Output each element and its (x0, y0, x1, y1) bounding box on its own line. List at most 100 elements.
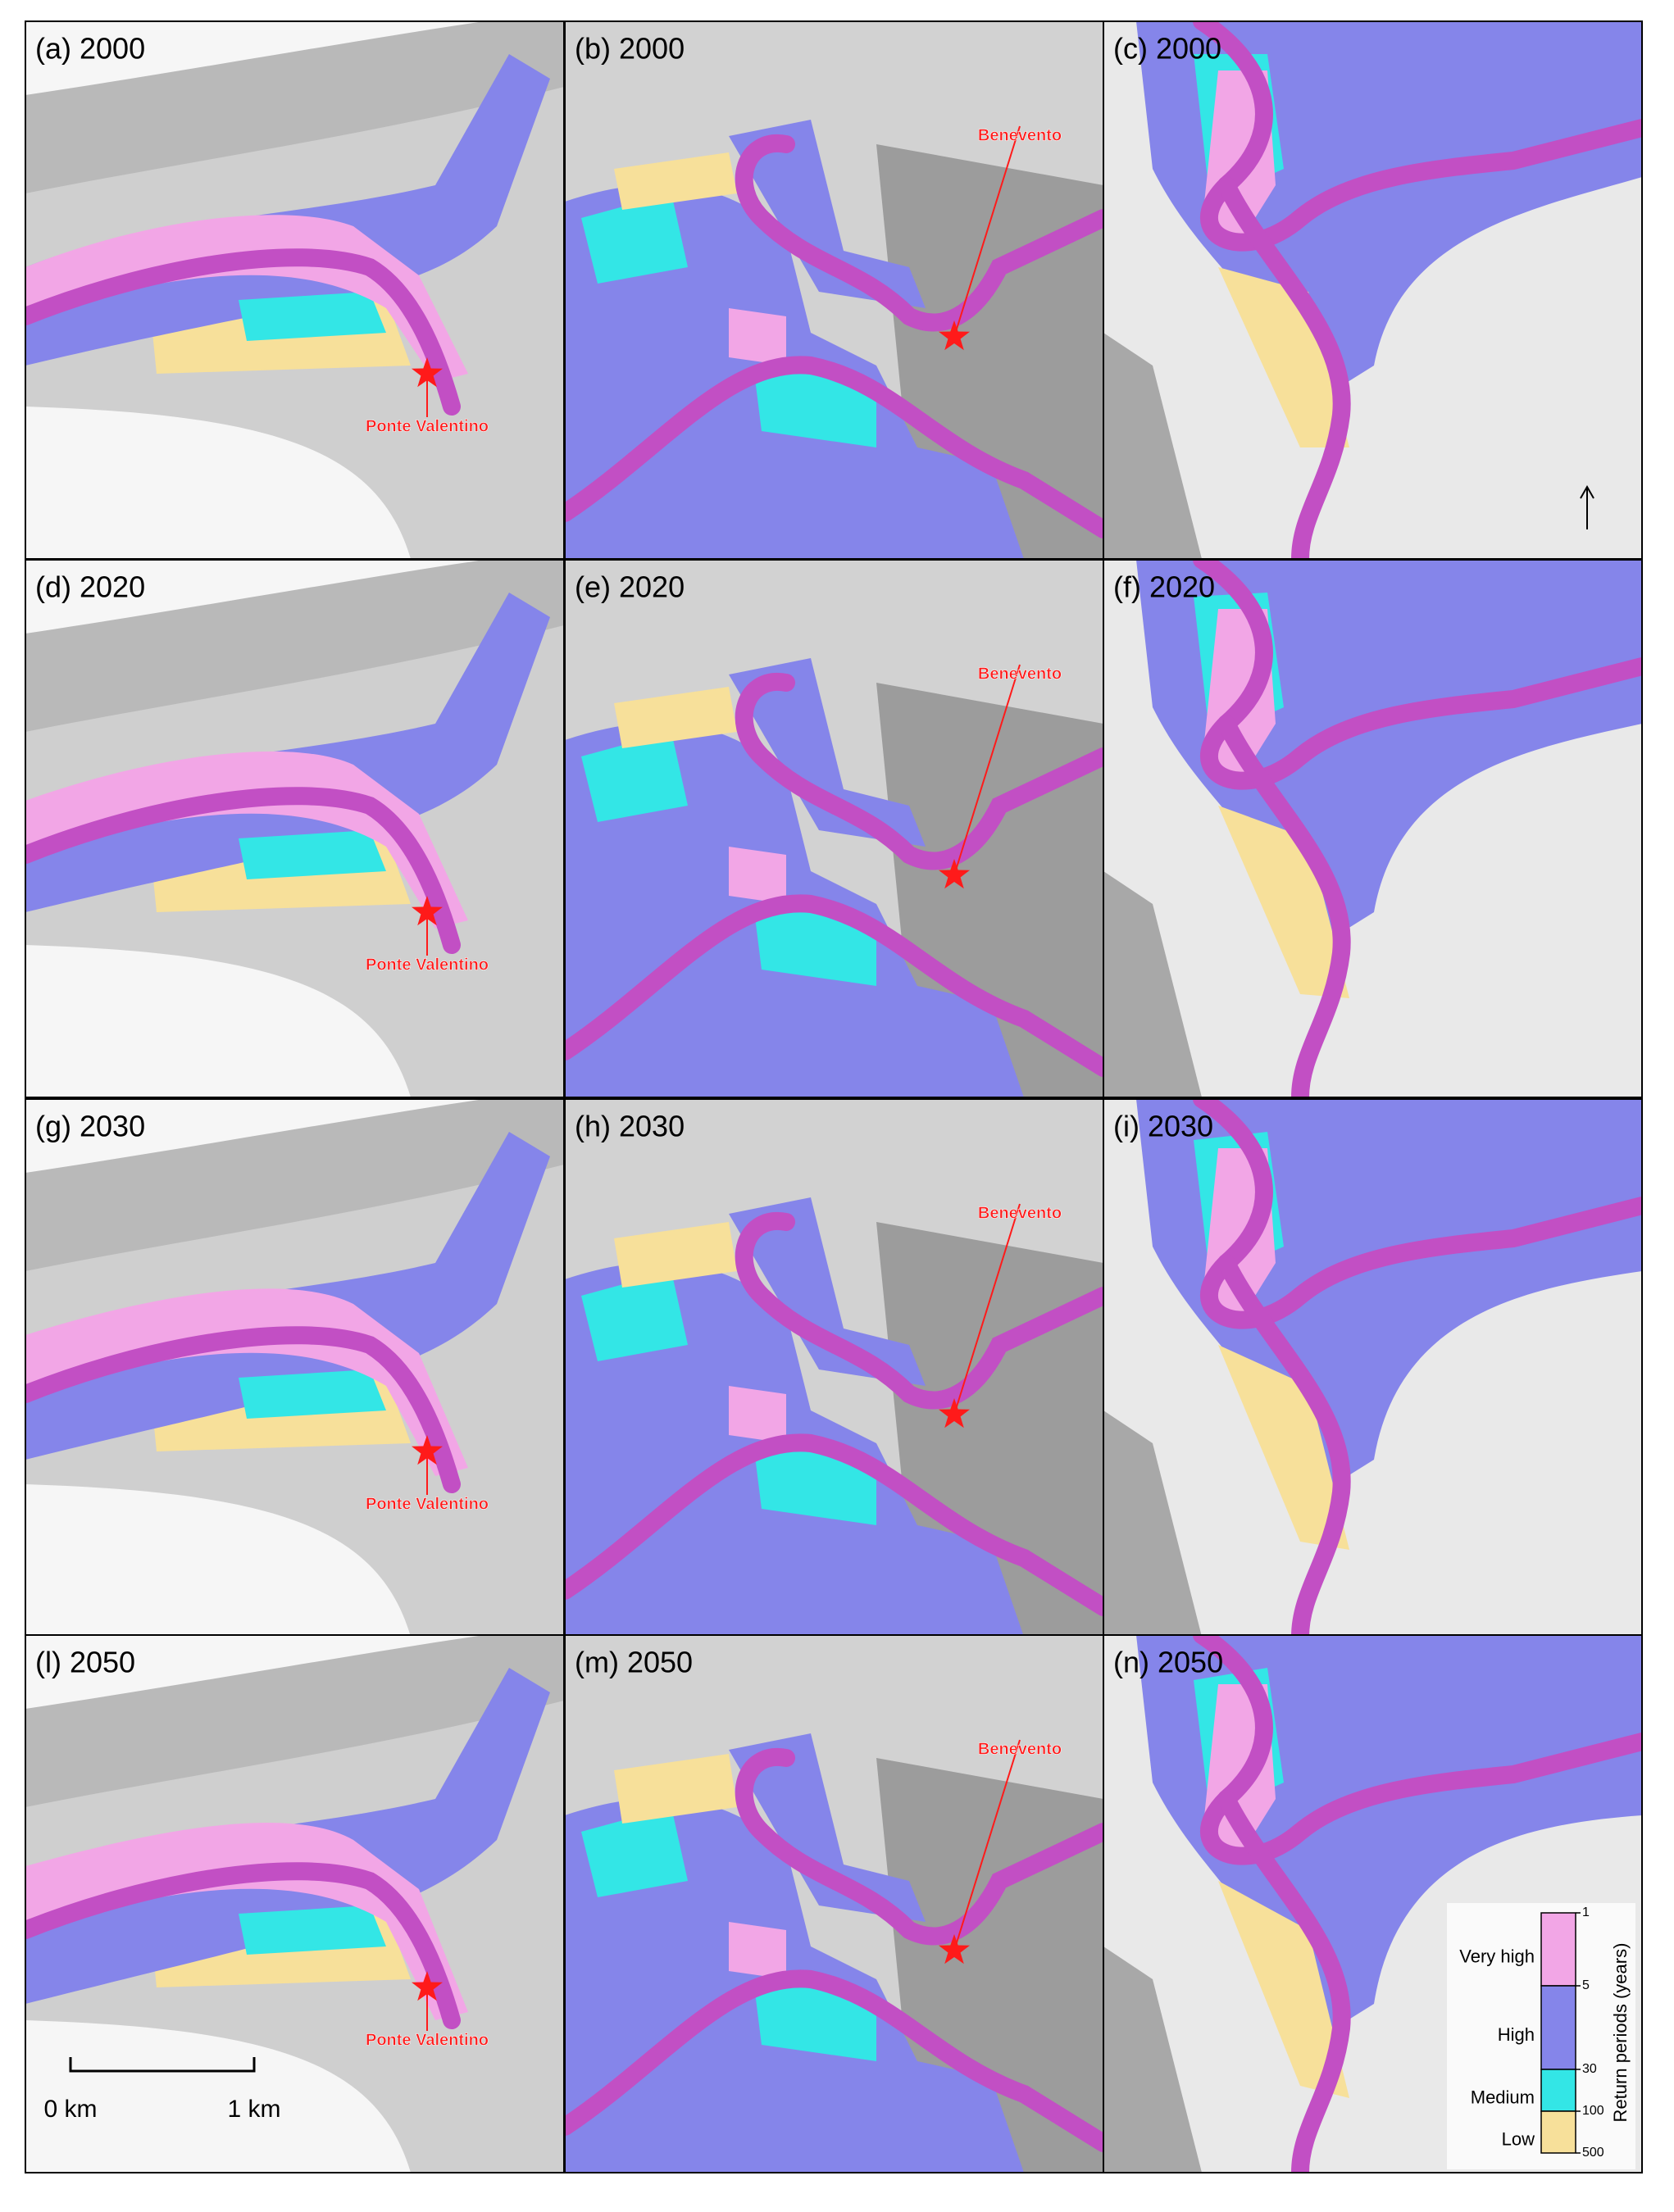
river (1193, 1635, 1642, 1865)
panel-label: (m) 2050 (575, 1646, 693, 1679)
location-star (412, 896, 443, 926)
location-star (412, 1435, 443, 1465)
river (1193, 1099, 1642, 1329)
place-label: Ponte Valentino (366, 1495, 489, 1513)
map-panel: (c) 2000 (1103, 20, 1643, 560)
panel-border (1103, 559, 1643, 1098)
map-panel: (d) 2020 Ponte Valentino (25, 559, 565, 1098)
panel-label: (a) 2000 (35, 32, 145, 66)
river (25, 1326, 461, 1493)
panel-label: (h) 2030 (575, 1110, 685, 1143)
map-panel: (b) 2000 Benevento (564, 20, 1104, 560)
panel-label: (c) 2000 (1113, 32, 1221, 66)
place-label: Benevento (978, 1204, 1062, 1222)
map-panel: (e) 2020 Benevento (564, 559, 1104, 1098)
flood-area (25, 54, 550, 366)
legend-tick-label: 100 (1582, 2104, 1604, 2118)
place-label: Ponte Valentino (366, 417, 489, 435)
flood-area (1218, 1345, 1349, 1550)
flood-area (614, 1754, 737, 1824)
location-star (939, 1398, 970, 1428)
flood-area (25, 21, 564, 193)
flood-area (239, 292, 386, 341)
river (735, 1747, 1103, 1946)
legend-tick-label: 1 (1582, 1905, 1590, 1919)
river (1193, 21, 1642, 252)
flood-area (729, 1733, 926, 1922)
flood-area (239, 1369, 386, 1419)
river (25, 787, 461, 954)
map-image (1103, 1099, 1642, 1637)
map-image (25, 1099, 564, 1637)
legend-title: Return periods (years) (1610, 1943, 1631, 2123)
river (565, 1433, 1103, 1616)
north-arrow-head (1580, 484, 1594, 499)
legend-class: Medium (1471, 2087, 1535, 2107)
flood-area (1103, 333, 1202, 559)
map-image (25, 1635, 564, 2173)
flood-area (25, 1635, 564, 1807)
flood-area (25, 560, 564, 732)
panel-label: (d) 2020 (35, 570, 145, 604)
panel-label: (i) 2030 (1113, 1110, 1213, 1143)
river (735, 134, 1103, 332)
flood-area (581, 1807, 688, 1897)
river (565, 1969, 1103, 2152)
river (1217, 1254, 1351, 1637)
flood-area (729, 120, 926, 308)
scale-bar-label: 0 km (43, 2096, 97, 2123)
map-image (25, 560, 564, 1097)
flood-area (729, 1197, 926, 1386)
legend-swatch (1540, 1985, 1576, 2070)
pointer-line (953, 1739, 1021, 1951)
river (1217, 176, 1351, 559)
flood-area (729, 308, 786, 366)
river (735, 1211, 1103, 1410)
panel-label: (g) 2030 (35, 1110, 145, 1143)
legend-class: Low (1502, 2128, 1535, 2149)
map-panel: (h) 2030 Benevento (564, 1098, 1104, 1637)
location-star (939, 1934, 970, 1964)
legend-swatch (1540, 2069, 1576, 2112)
location-star (412, 1971, 443, 2001)
panel-border (1103, 1634, 1643, 2173)
location-star (939, 859, 970, 889)
scale-bar: 0 km 1 km (43, 2057, 281, 2123)
legend-swatch (1540, 1912, 1576, 1987)
map-image (565, 1635, 1103, 2173)
flood-area (1103, 1410, 1202, 1637)
place-label: Benevento (978, 665, 1062, 683)
map-image (25, 21, 564, 559)
flood-area (1103, 871, 1202, 1097)
flood-area (581, 732, 688, 822)
map-image (1103, 560, 1642, 1097)
pointer-line (953, 125, 1021, 338)
flood-area (729, 658, 926, 847)
map-panel: (i) 2030 (1103, 1098, 1643, 1637)
flood-area (1218, 267, 1349, 447)
flood-area (25, 1099, 564, 1271)
legend: Very high High Medium Low 1 5 30 100 500 Return p… (1447, 1903, 1635, 2169)
river (1217, 1790, 1351, 2173)
place-label: Benevento (978, 126, 1062, 144)
map-panel: (f) 2020 (1103, 559, 1643, 1098)
flood-area (753, 366, 876, 447)
legend-tick-label: 30 (1582, 2062, 1597, 2076)
flood-area (753, 1979, 876, 2061)
panel-label: (e) 2020 (575, 570, 685, 604)
map-panel: (m) 2050 Benevento (564, 1634, 1104, 2173)
legend-swatch (1540, 2110, 1576, 2154)
flood-area (614, 687, 737, 748)
river (735, 672, 1103, 870)
flood-area (614, 152, 737, 210)
flood-area (239, 830, 386, 879)
legend-class: High (1498, 2024, 1535, 2045)
river (25, 1862, 461, 2029)
map-image (565, 560, 1103, 1097)
flood-area (753, 904, 876, 986)
place-label: Benevento (978, 1740, 1062, 1758)
flood-area (753, 1443, 876, 1525)
flood-area (729, 847, 786, 904)
river (25, 248, 461, 416)
